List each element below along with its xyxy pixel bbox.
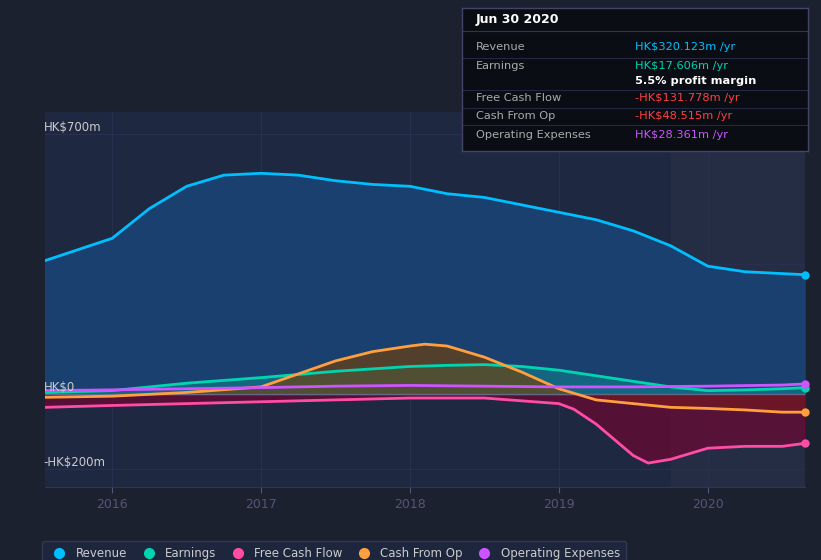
Text: HK$28.361m /yr: HK$28.361m /yr: [635, 130, 728, 140]
Text: HK$0: HK$0: [44, 381, 75, 394]
Text: HK$700m: HK$700m: [44, 122, 101, 134]
Text: -HK$131.778m /yr: -HK$131.778m /yr: [635, 94, 740, 104]
Legend: Revenue, Earnings, Free Cash Flow, Cash From Op, Operating Expenses: Revenue, Earnings, Free Cash Flow, Cash …: [42, 541, 626, 560]
Text: Operating Expenses: Operating Expenses: [476, 130, 591, 140]
Text: Free Cash Flow: Free Cash Flow: [476, 94, 562, 104]
Text: Revenue: Revenue: [476, 42, 525, 52]
Text: Earnings: Earnings: [476, 61, 525, 71]
Text: -HK$200m: -HK$200m: [44, 456, 106, 469]
Text: -HK$48.515m /yr: -HK$48.515m /yr: [635, 111, 732, 121]
Text: HK$320.123m /yr: HK$320.123m /yr: [635, 42, 736, 52]
Text: HK$17.606m /yr: HK$17.606m /yr: [635, 61, 728, 71]
Bar: [671, 112, 821, 487]
Text: Jun 30 2020: Jun 30 2020: [476, 13, 560, 26]
Text: 5.5% profit margin: 5.5% profit margin: [635, 76, 756, 86]
Text: Cash From Op: Cash From Op: [476, 111, 556, 121]
